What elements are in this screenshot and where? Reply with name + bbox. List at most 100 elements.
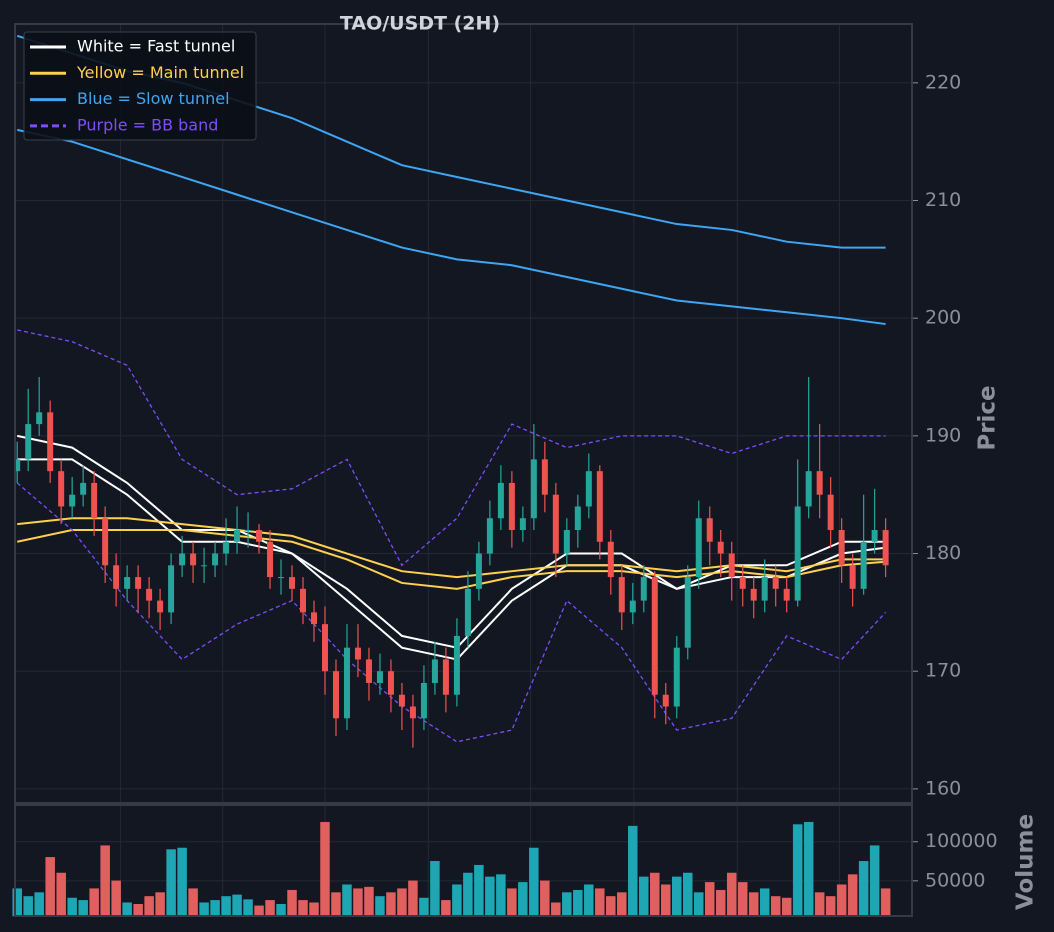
volume-tick-label: 50000 — [925, 869, 985, 891]
volume-bar — [474, 864, 484, 917]
volume-bar — [441, 900, 451, 917]
candle-body — [387, 671, 394, 695]
candle-body — [25, 424, 32, 460]
volume-bar — [792, 824, 803, 917]
y-tick-label: 200 — [925, 307, 961, 329]
volume-bar — [122, 902, 132, 917]
volume-bar — [518, 882, 528, 917]
tunnel-line — [16, 528, 886, 590]
volume-frame — [14, 804, 913, 917]
volume-bar — [715, 889, 726, 917]
volume-bar — [485, 876, 495, 917]
volume-bar — [639, 876, 649, 917]
volume-bar — [232, 894, 242, 917]
volume-bar — [408, 880, 418, 917]
candle-body — [223, 541, 230, 554]
volume-bar — [100, 845, 110, 917]
volume-bar — [463, 872, 473, 917]
volume-bar — [364, 886, 374, 917]
candle-body — [365, 659, 372, 683]
volume-bar — [847, 874, 858, 917]
candle-body — [816, 471, 823, 495]
volume-bar — [188, 888, 198, 917]
candle-body — [146, 588, 153, 601]
volume-bar — [825, 896, 836, 917]
candle-body — [190, 553, 197, 566]
price-frame — [14, 23, 913, 804]
candle-body — [453, 635, 460, 695]
volume-bar — [661, 884, 671, 917]
volume-bar — [353, 888, 363, 917]
candle-body — [530, 459, 537, 519]
candle-body — [91, 482, 98, 519]
volume-bar — [551, 902, 561, 917]
volume-bar — [452, 884, 462, 917]
y-tick-label: 190 — [925, 424, 961, 446]
volume-bar — [67, 897, 77, 917]
candle-body — [750, 588, 757, 601]
volume-bar — [770, 896, 781, 917]
candle-body — [574, 506, 581, 530]
volume-bar — [693, 892, 704, 917]
candle-body — [212, 553, 219, 566]
volume-bar — [507, 888, 517, 917]
candle-body — [442, 659, 449, 695]
candle-body — [684, 577, 691, 648]
candle-body — [201, 565, 208, 567]
candle-body — [871, 529, 878, 542]
candle-body — [849, 565, 856, 589]
volume-bar — [320, 821, 330, 917]
volume-bar — [430, 861, 440, 917]
volume-bar — [781, 897, 792, 917]
volume-bar — [672, 876, 682, 917]
y-tick-label: 220 — [925, 71, 961, 93]
chart-title: TAO/USDT (2H) — [340, 13, 500, 35]
volume-bar — [737, 882, 748, 917]
volume-bar — [56, 872, 66, 917]
volume-bar — [287, 889, 297, 917]
candle-body — [179, 553, 186, 566]
volume-bar — [265, 900, 275, 917]
candle-body — [80, 482, 87, 495]
candle-body — [267, 541, 274, 578]
candle-body — [420, 682, 427, 719]
candle-body — [409, 706, 416, 719]
candle-body — [256, 529, 263, 542]
candle-body — [563, 529, 570, 554]
candle-body — [728, 553, 735, 578]
volume-bar — [814, 892, 825, 917]
candle-body — [168, 565, 175, 613]
volume-bar — [386, 892, 396, 917]
volume-bar — [529, 847, 539, 917]
candle-body — [245, 529, 252, 531]
volume-bar — [309, 902, 319, 917]
candle-body — [464, 588, 471, 636]
candle-body — [234, 529, 241, 542]
candle-body — [695, 518, 702, 578]
volume-bar — [562, 892, 572, 917]
candle-body — [321, 624, 328, 672]
candle-body — [651, 577, 658, 695]
volume-bar — [397, 888, 407, 917]
volume-bar — [243, 899, 253, 917]
volume-bar — [45, 857, 55, 917]
volume-bar — [210, 900, 220, 917]
candle-body — [640, 577, 647, 601]
candle-body — [827, 494, 834, 530]
candle-body — [354, 647, 361, 660]
candle-body — [135, 577, 142, 589]
tunnel-line — [16, 482, 887, 743]
volume-bar — [858, 861, 869, 917]
candle-body — [761, 577, 768, 601]
volume-bar — [23, 896, 33, 917]
candle-body — [47, 412, 54, 472]
candle-body — [497, 482, 504, 519]
volume-bar — [803, 821, 814, 917]
volume-bar — [342, 884, 352, 917]
volume-bar — [331, 892, 341, 917]
candle-body — [772, 577, 779, 589]
volume-bar — [276, 904, 286, 917]
volume-bar — [254, 905, 264, 917]
candle-body — [343, 647, 350, 719]
volume-bar — [419, 897, 429, 917]
